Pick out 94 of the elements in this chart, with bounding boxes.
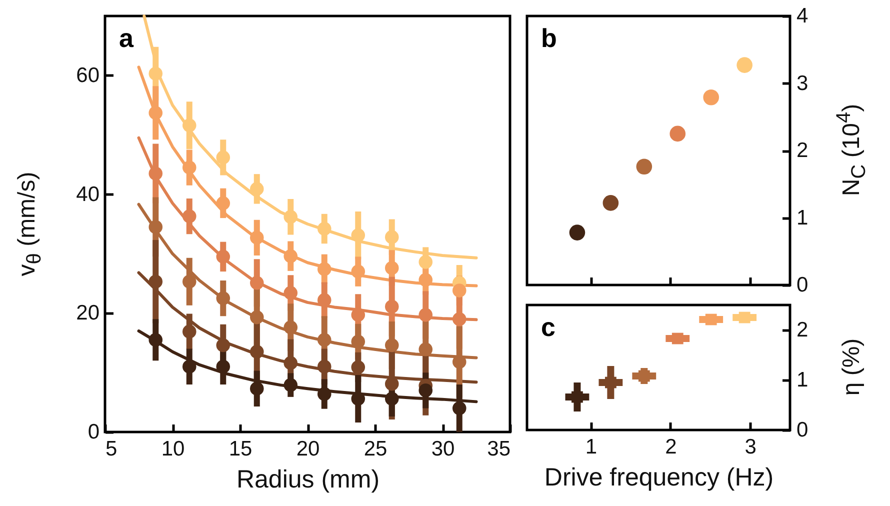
point [384, 392, 399, 406]
point [638, 370, 650, 382]
point [250, 382, 264, 396]
point [250, 230, 264, 245]
point [182, 160, 196, 174]
point [317, 360, 332, 374]
point [418, 384, 433, 398]
point [216, 291, 230, 306]
point [418, 255, 433, 269]
point [736, 57, 752, 73]
point [250, 344, 264, 359]
point [738, 312, 750, 324]
point [418, 308, 433, 322]
x-tick-label: 30 [431, 438, 455, 460]
y-tick-label: 4 [796, 4, 808, 28]
point [418, 272, 433, 287]
y-tick-label: 1 [796, 206, 808, 230]
point [572, 391, 583, 403]
y-tick-label: 20 [76, 302, 100, 325]
point [216, 250, 230, 264]
point [705, 314, 717, 326]
point [216, 196, 230, 210]
y-tick-label: 40 [76, 182, 100, 206]
point [250, 310, 264, 324]
point [604, 376, 616, 388]
point [569, 224, 586, 240]
point [182, 118, 196, 132]
point [351, 360, 366, 374]
y-tick-label: 0 [796, 274, 808, 296]
point [284, 286, 298, 300]
point [317, 222, 332, 236]
point [703, 89, 720, 106]
point [672, 332, 684, 344]
point [351, 308, 366, 322]
chart-title: b [541, 23, 557, 53]
y-tick-label: 2 [796, 318, 808, 342]
point [670, 126, 686, 142]
x-tick-label: 10 [161, 438, 185, 460]
point [384, 230, 399, 244]
point [602, 195, 619, 211]
point [148, 166, 163, 180]
point [250, 276, 264, 290]
point [317, 387, 332, 401]
x-axis-title: Radius (mm) [236, 466, 380, 494]
point [317, 333, 332, 347]
point [452, 312, 466, 326]
point [452, 284, 466, 298]
x-tick-label: 3 [744, 436, 756, 458]
y-axis-title: η (%) [838, 338, 866, 396]
point [384, 376, 399, 391]
point [418, 342, 433, 356]
point [284, 378, 298, 392]
x-axis-title: Drive frequency (Hz) [544, 464, 774, 492]
point [351, 228, 366, 242]
point [250, 182, 264, 196]
point [284, 320, 298, 334]
point [216, 338, 230, 352]
x-tick-label: 5 [106, 438, 118, 460]
point [216, 360, 230, 374]
y-tick-label: 2 [796, 139, 808, 162]
point [452, 401, 466, 416]
point [148, 333, 163, 347]
point [182, 360, 196, 374]
point [284, 249, 298, 263]
point [216, 150, 230, 164]
x-tick-label: 35 [487, 438, 510, 460]
point [636, 158, 652, 175]
y-tick-label: 0 [88, 420, 100, 444]
x-tick-label: 15 [228, 438, 252, 460]
chart-title: a [119, 23, 134, 53]
point [317, 293, 332, 307]
x-tick-label: 1 [585, 436, 598, 458]
point [148, 106, 163, 120]
chart-title: c [541, 312, 556, 342]
y-tick-label: 3 [796, 72, 808, 95]
point [182, 324, 196, 338]
point [384, 261, 399, 275]
point [284, 210, 298, 224]
point [148, 274, 163, 289]
point [182, 274, 196, 289]
x-tick-label: 25 [364, 438, 388, 460]
point [284, 356, 298, 370]
point [384, 338, 399, 352]
point [182, 209, 196, 224]
y-tick-label: 0 [796, 418, 808, 442]
point [317, 262, 332, 276]
x-tick-label: 20 [296, 438, 320, 460]
x-tick-label: 2 [665, 436, 677, 458]
point [148, 66, 163, 81]
y-tick-label: 60 [76, 64, 100, 87]
point [148, 220, 163, 234]
point [351, 264, 366, 278]
y-tick-label: 1 [796, 368, 808, 392]
point [384, 300, 399, 314]
